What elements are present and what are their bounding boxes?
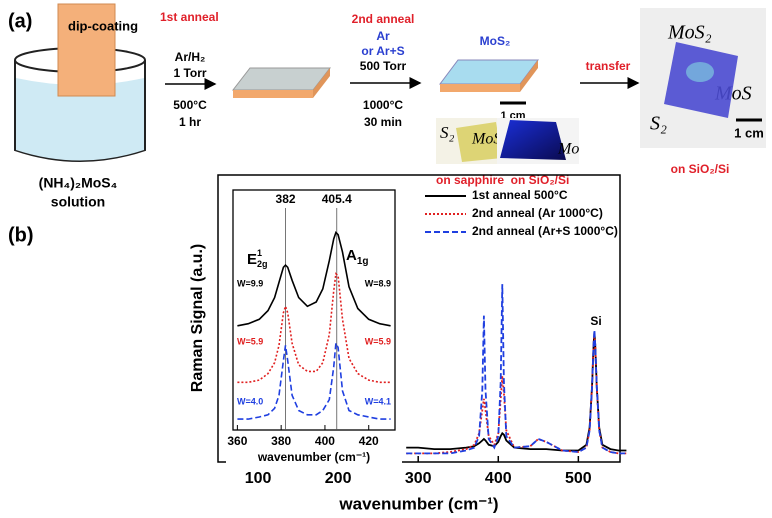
x-tick-label: 360 bbox=[227, 434, 247, 448]
y-axis-label: Raman Signal (a.u.) bbox=[189, 244, 206, 392]
plate-edge bbox=[233, 90, 313, 98]
gas: or Ar+S bbox=[361, 44, 404, 58]
width-label: W=9.9 bbox=[237, 278, 263, 288]
x-tick-label: 300 bbox=[405, 470, 432, 487]
x-axis-label: wavenumber (cm⁻¹) bbox=[338, 494, 498, 513]
photo-caption: on SiO₂/Si bbox=[671, 162, 730, 176]
legend-label: 1st anneal 500°C bbox=[472, 188, 568, 202]
photo-text: Mo bbox=[557, 141, 579, 158]
film-sample bbox=[500, 120, 566, 160]
width-label: W=8.9 bbox=[365, 278, 391, 288]
panel-label: (a) bbox=[8, 10, 32, 32]
photo-text: S₂ bbox=[650, 113, 667, 135]
x-tick-label: 100 bbox=[245, 470, 272, 487]
condition: 500°C bbox=[173, 98, 207, 112]
legend-label: 2nd anneal (Ar 1000°C) bbox=[472, 206, 603, 220]
plate-edge bbox=[440, 84, 520, 92]
peak-label-base: E bbox=[247, 251, 257, 268]
figure: (a) dip-coating (NH₄)₂MoS₄ solution 1st … bbox=[0, 0, 772, 518]
reference-label: 405.4 bbox=[322, 192, 352, 206]
x-axis-label: wavenumber (cm⁻¹) bbox=[257, 450, 370, 464]
condition: 1000°C bbox=[363, 98, 403, 112]
plate-top bbox=[233, 68, 330, 90]
photo-text: S₂ bbox=[440, 123, 455, 142]
condition: 1 Torr bbox=[173, 66, 206, 80]
condition: Ar/H₂ bbox=[175, 50, 206, 64]
x-tick-label: 200 bbox=[325, 470, 352, 487]
x-tick-label: 380 bbox=[271, 434, 291, 448]
step-title: 1st anneal bbox=[160, 10, 219, 24]
width-label: W=5.9 bbox=[237, 336, 263, 346]
film-sample bbox=[686, 62, 714, 82]
x-tick-label: 500 bbox=[565, 470, 592, 487]
width-label: W=4.0 bbox=[237, 396, 263, 406]
x-tick-label: 420 bbox=[359, 434, 379, 448]
x-tick-label: 400 bbox=[485, 470, 512, 487]
width-label: W=5.9 bbox=[365, 336, 391, 346]
condition: 500 Torr bbox=[360, 59, 407, 73]
series-line bbox=[406, 284, 626, 453]
condition: 30 min bbox=[364, 115, 402, 129]
legend-label: 2nd anneal (Ar+S 1000°C) bbox=[472, 224, 618, 238]
panel-a: (a) dip-coating (NH₄)₂MoS₄ solution 1st … bbox=[8, 4, 766, 210]
reference-label: 382 bbox=[276, 192, 296, 206]
dip-coating-label: dip-coating bbox=[68, 18, 138, 33]
peak-label-sub: 1g bbox=[357, 256, 369, 267]
peak-label-sub: 2g bbox=[257, 259, 268, 269]
gas: Ar bbox=[376, 29, 390, 43]
film-label: MoS₂ bbox=[480, 34, 511, 48]
condition: 1 hr bbox=[179, 115, 201, 129]
transfer-label: transfer bbox=[586, 59, 631, 73]
x-tick-label: 400 bbox=[315, 434, 335, 448]
photo-text: MoS₂ bbox=[667, 22, 712, 44]
panel-label: (b) bbox=[8, 224, 34, 246]
solution-label: solution bbox=[51, 194, 105, 210]
inset-background bbox=[226, 187, 402, 467]
peak-label-sup: 1 bbox=[257, 248, 262, 258]
width-label: W=4.1 bbox=[365, 396, 391, 406]
scale-label: 1 cm bbox=[734, 125, 764, 140]
step-title: 2nd anneal bbox=[352, 12, 415, 26]
solution-label: (NH₄)₂MoS₄ bbox=[39, 175, 118, 191]
peak-label-base: A bbox=[346, 247, 357, 264]
annotation: Si bbox=[590, 314, 601, 328]
